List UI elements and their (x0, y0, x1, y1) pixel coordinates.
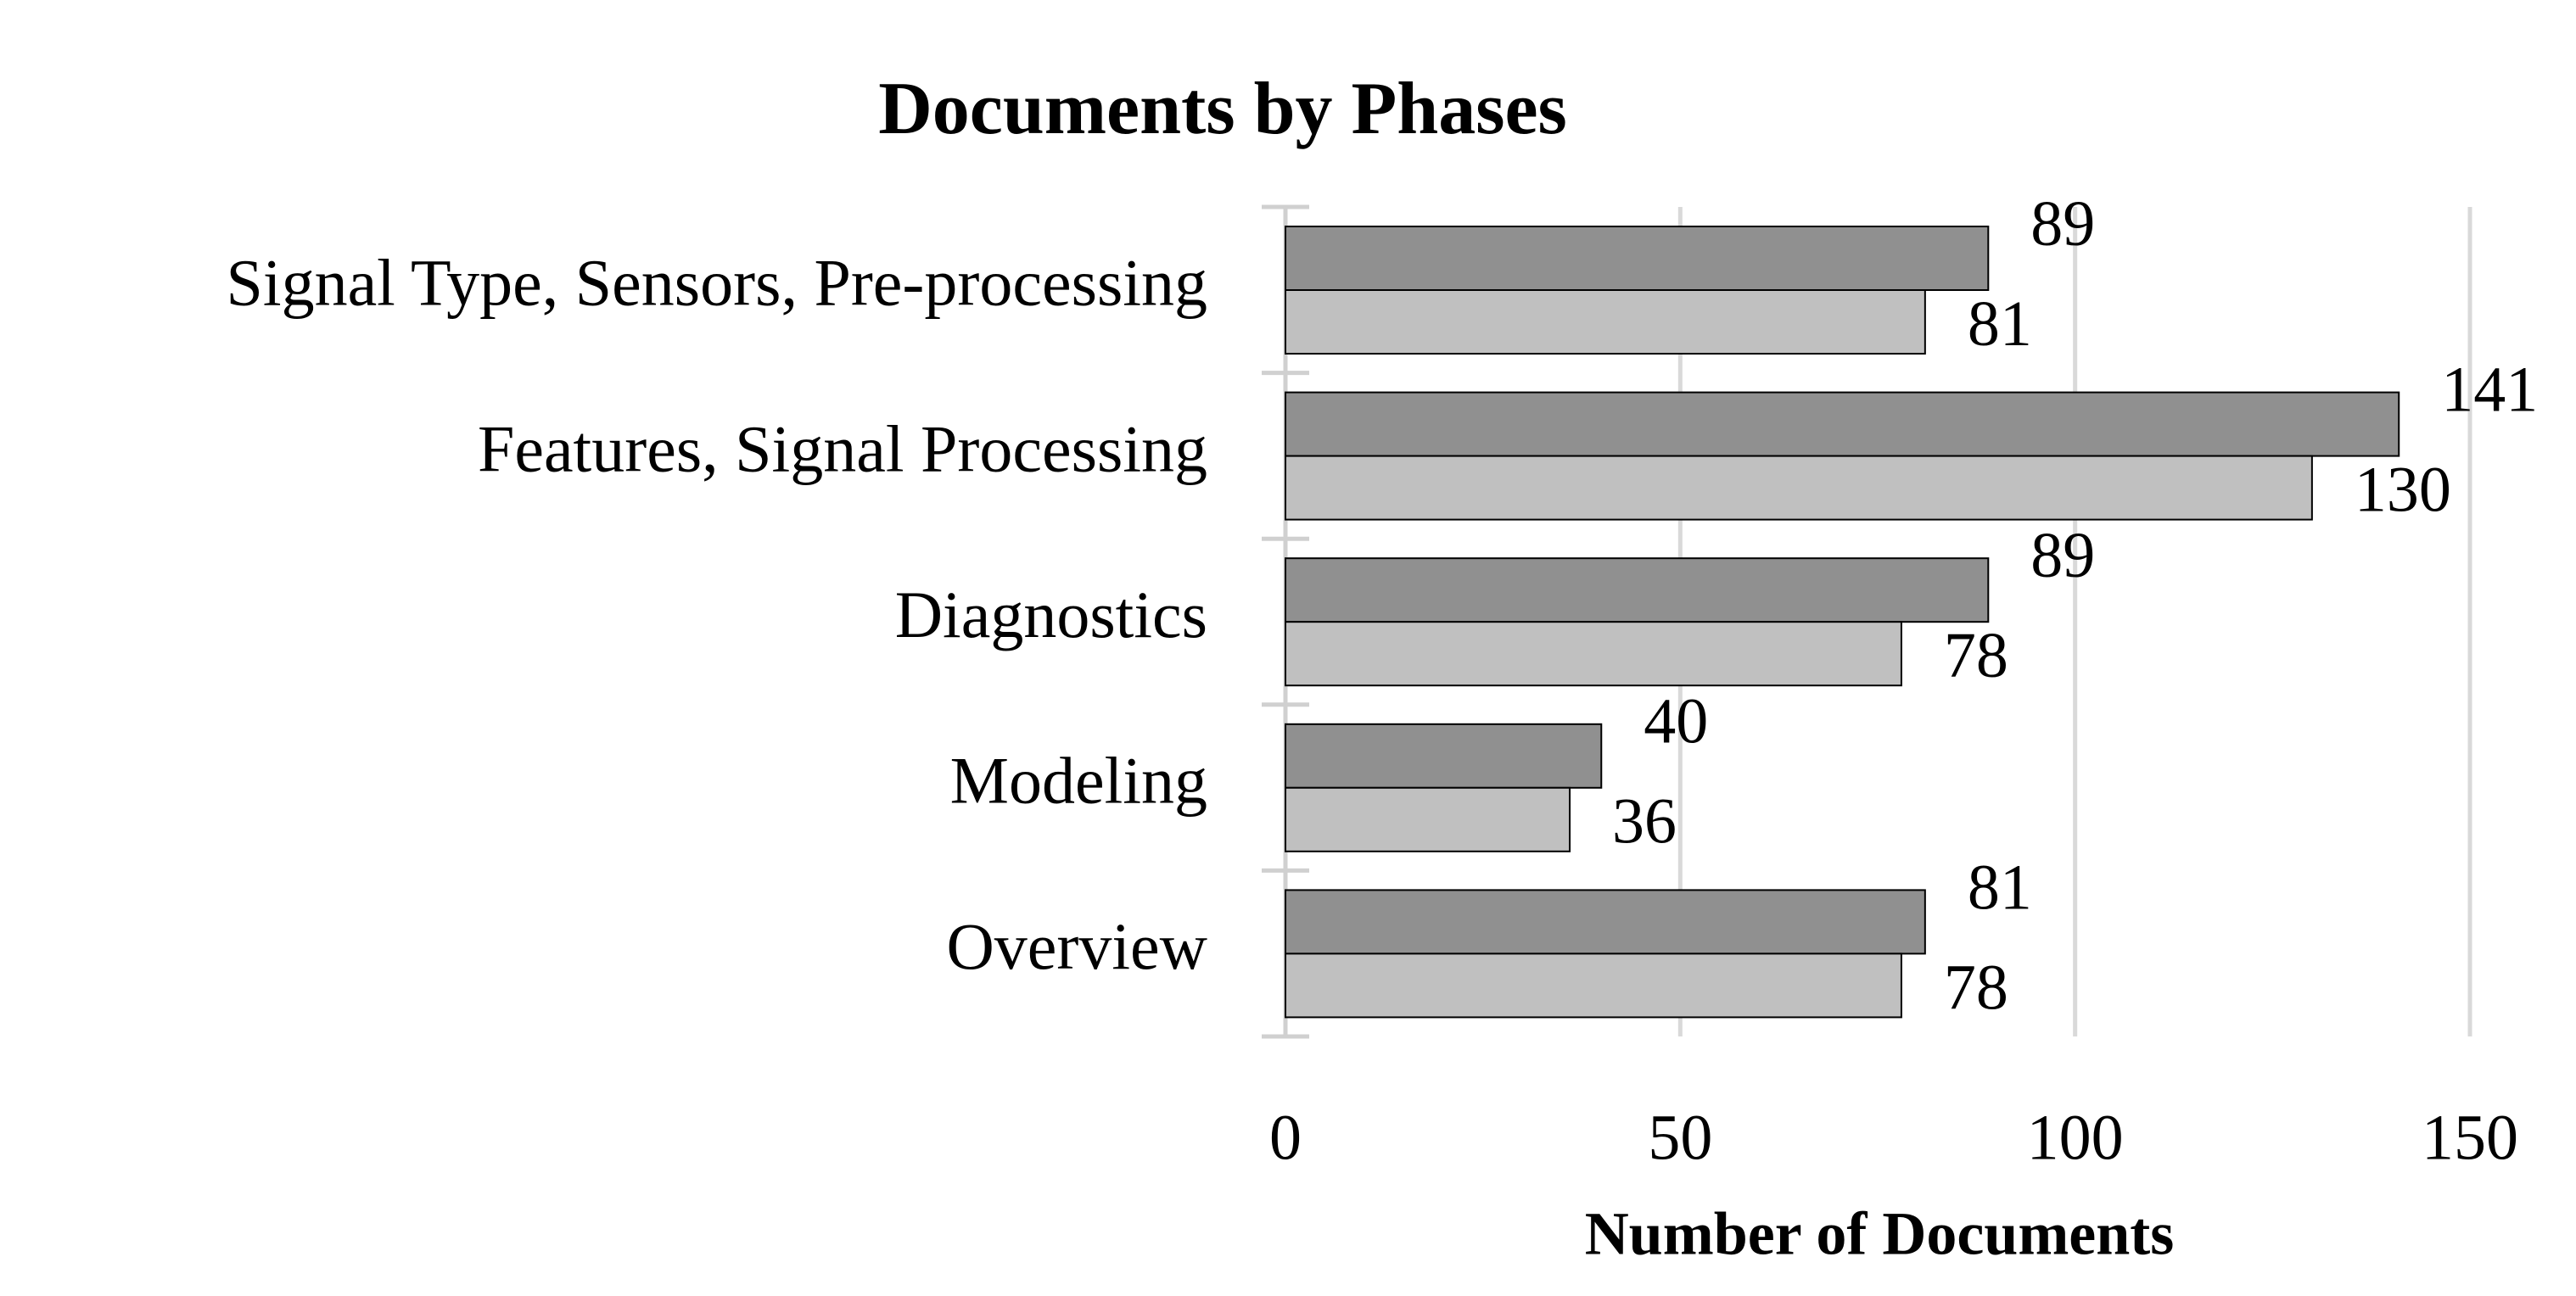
x-tick-label: 0 (1269, 1102, 1302, 1173)
value-label: 81 (1968, 288, 2032, 360)
bar (1285, 952, 1902, 1019)
x-axis-title: Number of Documents (1585, 1200, 2175, 1268)
value-label: 141 (2441, 355, 2538, 426)
bar (1285, 889, 1926, 955)
value-label: 36 (1612, 786, 1677, 857)
bar (1285, 289, 1926, 355)
y-tick-label: Diagnostics (895, 578, 1207, 651)
bar (1285, 557, 1990, 623)
y-tick-label: Signal Type, Sensors, Pre-processing (227, 246, 1207, 320)
value-label: 78 (1944, 952, 2008, 1023)
bar (1285, 786, 1571, 852)
value-label: 78 (1944, 620, 2008, 691)
y-tick-label: Features, Signal Processing (478, 411, 1207, 485)
bar (1285, 391, 2400, 457)
y-tick-label: Modeling (950, 744, 1207, 818)
x-tick-label: 150 (2422, 1102, 2518, 1173)
value-label: 81 (1968, 852, 2032, 923)
bar (1285, 226, 1990, 291)
value-label: 89 (2030, 520, 2095, 591)
x-tick-label: 50 (1648, 1102, 1712, 1173)
value-label: 40 (1644, 686, 1708, 757)
bar (1285, 455, 2313, 521)
value-label: 130 (2355, 455, 2451, 526)
x-tick-label: 100 (2027, 1102, 2124, 1173)
bar (1285, 723, 1603, 789)
bar (1285, 621, 1902, 687)
y-tick-label: Overview (946, 909, 1207, 983)
chart-title: Documents by Phases (878, 68, 1567, 150)
value-label: 89 (2030, 188, 2095, 260)
